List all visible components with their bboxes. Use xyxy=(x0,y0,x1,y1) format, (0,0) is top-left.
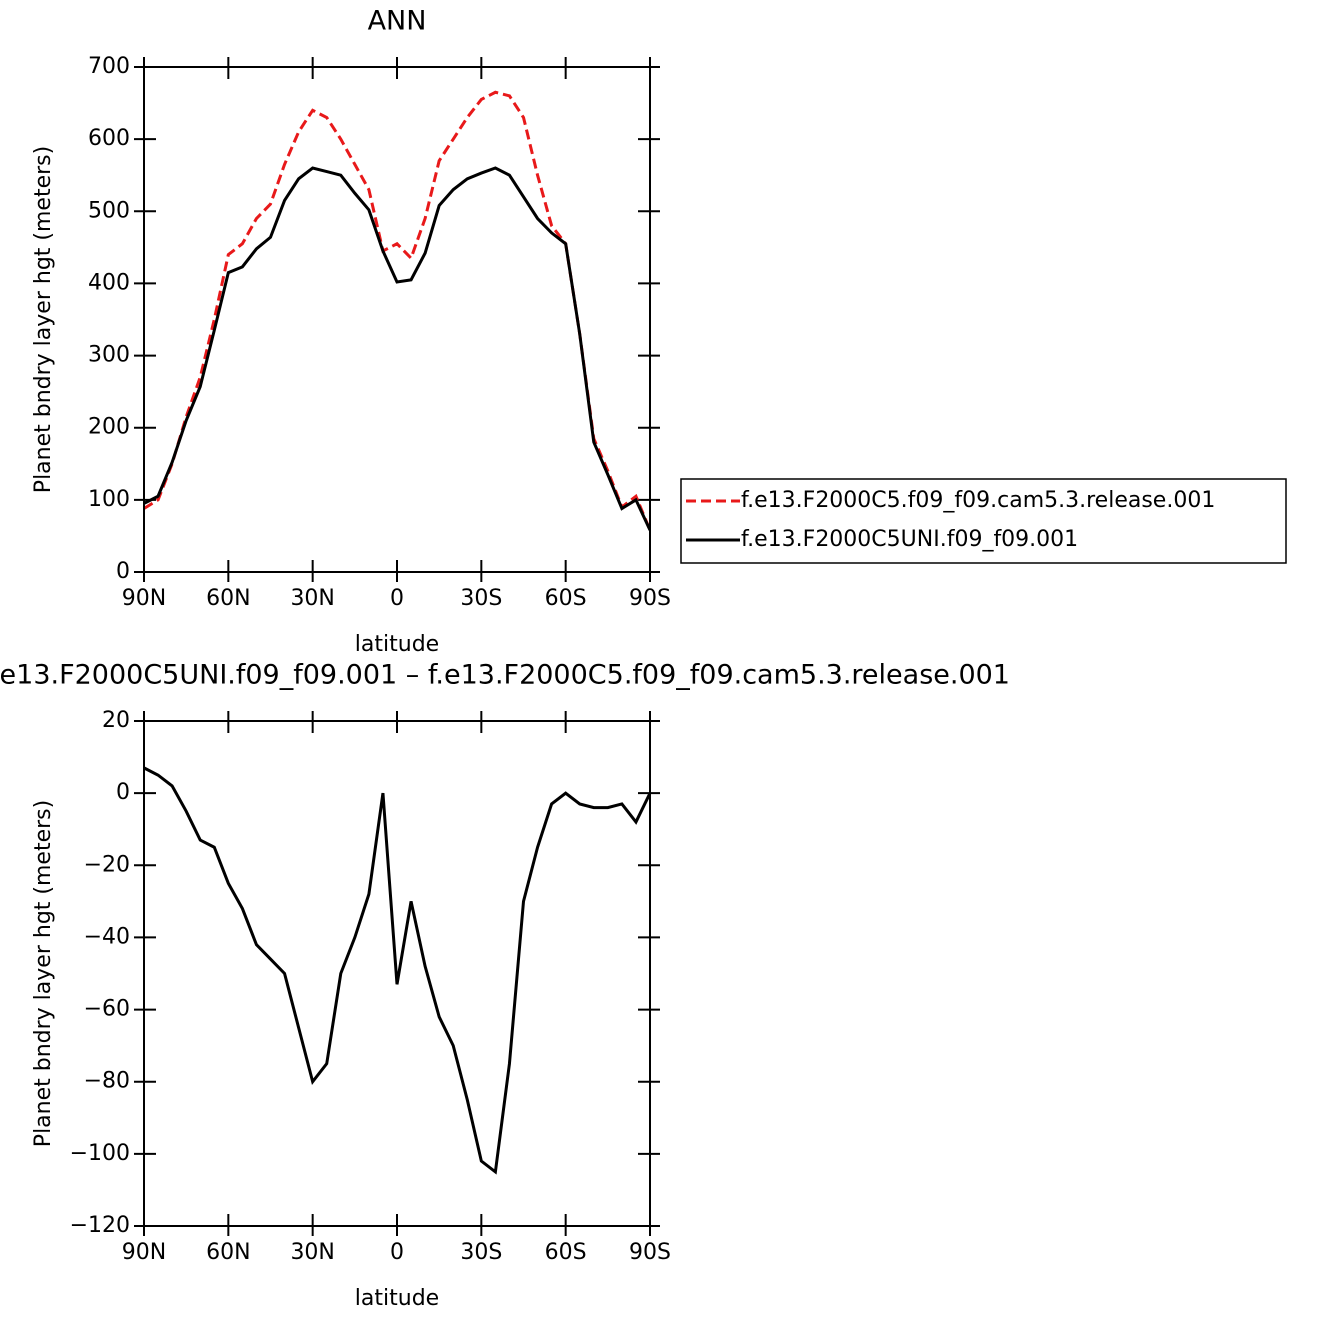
y-tick-label: 300 xyxy=(88,343,130,368)
x-tick-label: 30N xyxy=(290,1240,334,1265)
y-tick-label: 500 xyxy=(88,198,130,223)
x-tick-label: 30S xyxy=(460,1240,502,1265)
y-tick-label: 0 xyxy=(116,559,130,584)
y-axis-label: Planet bndry layer hgt (meters) xyxy=(31,800,56,1147)
x-axis-label: latitude xyxy=(355,632,439,657)
y-tick-label: 100 xyxy=(88,487,130,512)
x-tick-label: 60S xyxy=(545,586,587,611)
y-tick-label: −60 xyxy=(84,997,130,1022)
x-tick-label: 60N xyxy=(206,586,250,611)
x-tick-label: 90N xyxy=(122,586,166,611)
y-tick-label: −120 xyxy=(70,1213,130,1238)
y-tick-label: 0 xyxy=(116,780,130,805)
x-tick-label: 60S xyxy=(545,1240,587,1265)
plot-frame xyxy=(143,720,651,1227)
plot-frame xyxy=(143,66,651,573)
x-tick-label: 0 xyxy=(390,586,404,611)
series-line xyxy=(144,766,650,1175)
series-line xyxy=(144,166,650,531)
x-tick-label: 90S xyxy=(629,1240,671,1265)
y-tick-label: −80 xyxy=(84,1069,130,1094)
x-tick-label: 30N xyxy=(290,586,334,611)
x-tick-label: 30S xyxy=(460,586,502,611)
legend-label: f.e13.F2000C5.f09_f09.cam5.3.release.001 xyxy=(741,488,1215,513)
y-tick-label: −100 xyxy=(70,1141,130,1166)
y-axis-label: Planet bndry layer hgt (meters) xyxy=(31,146,56,493)
x-tick-label: 60N xyxy=(206,1240,250,1265)
y-tick-label: −40 xyxy=(84,924,130,949)
legend-box xyxy=(680,478,1287,564)
legend-label: f.e13.F2000C5UNI.f09_f09.001 xyxy=(741,527,1078,552)
x-tick-label: 90N xyxy=(122,1240,166,1265)
x-tick-label: 0 xyxy=(390,1240,404,1265)
chart-title: ANN xyxy=(368,6,427,37)
x-axis-label: latitude xyxy=(355,1286,439,1311)
x-tick-label: 90S xyxy=(629,586,671,611)
y-tick-label: 700 xyxy=(88,54,130,79)
y-tick-label: 200 xyxy=(88,415,130,440)
y-tick-label: 400 xyxy=(88,270,130,295)
chart-title: f.e13.F2000C5UNI.f09_f09.001 – f.e13.F20… xyxy=(0,660,1010,691)
y-tick-label: −20 xyxy=(84,852,130,877)
y-tick-label: 600 xyxy=(88,126,130,151)
y-tick-label: 20 xyxy=(102,708,130,733)
